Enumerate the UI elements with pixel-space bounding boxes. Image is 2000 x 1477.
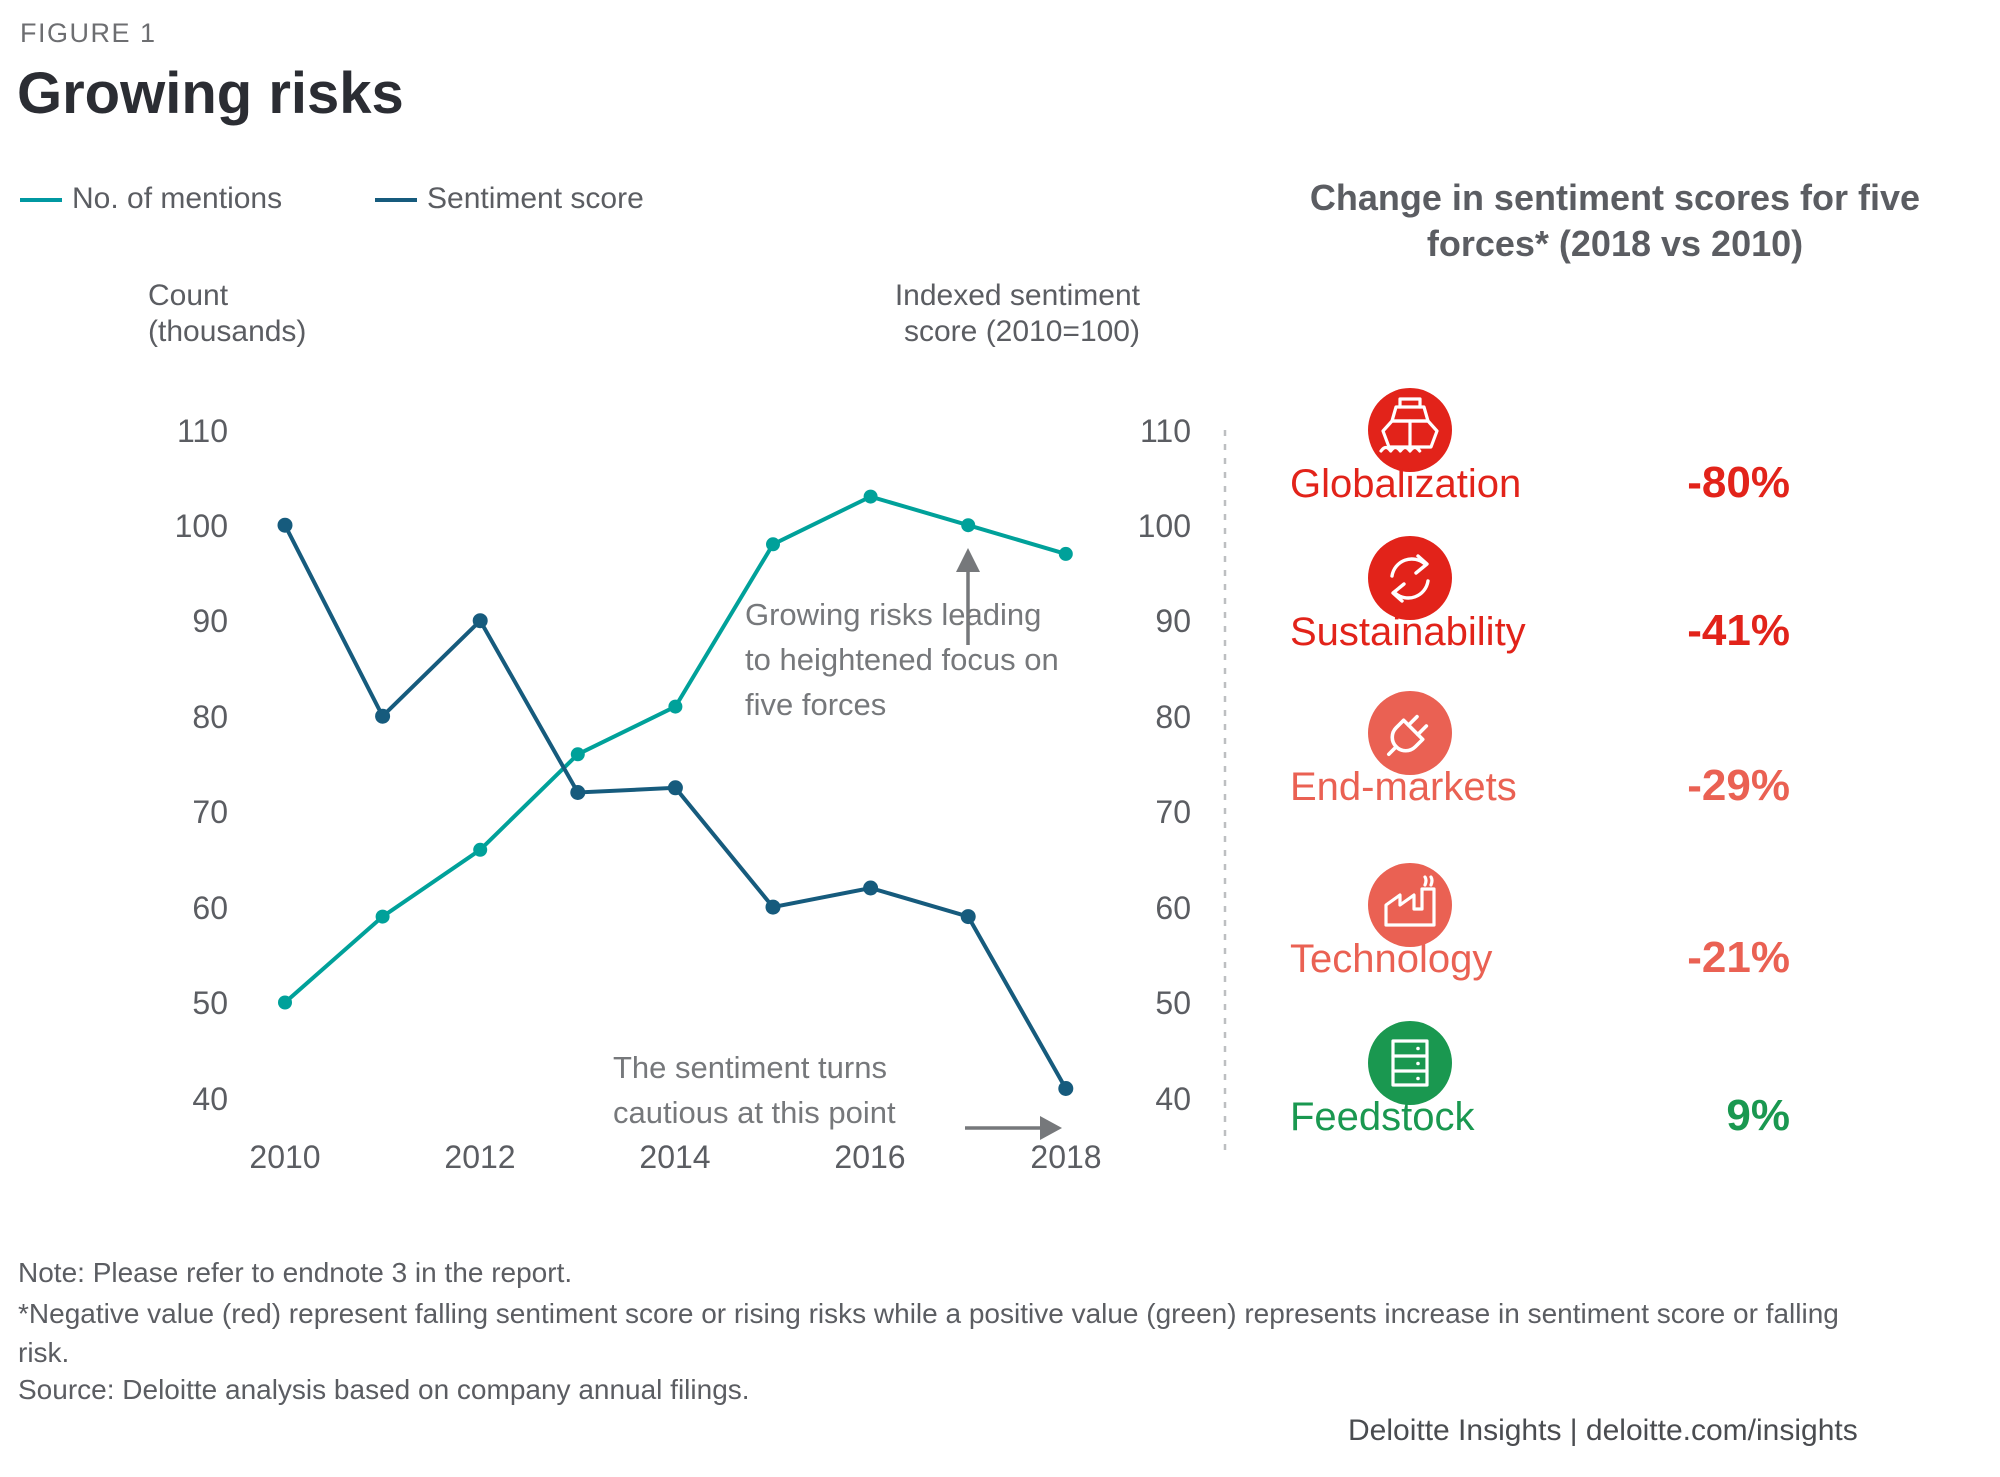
svg-text:9%: 9% [1726,1091,1790,1140]
svg-text:-41%: -41% [1687,606,1790,655]
svg-text:Globalization: Globalization [1290,462,1521,506]
svg-text:Feedstock: Feedstock [1290,1095,1476,1139]
svg-text:Sustainability: Sustainability [1290,610,1526,654]
svg-text:End-markets: End-markets [1290,765,1517,809]
svg-text:-80%: -80% [1687,458,1790,507]
svg-text:-29%: -29% [1687,761,1790,810]
svg-text:Technology: Technology [1290,937,1492,981]
svg-text:-21%: -21% [1687,933,1790,982]
